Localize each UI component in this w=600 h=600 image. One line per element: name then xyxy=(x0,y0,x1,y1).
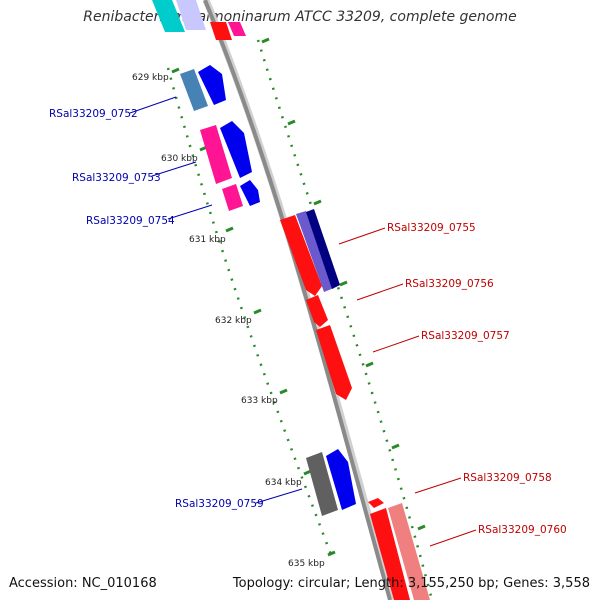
gene-arrow-0754a[interactable] xyxy=(222,184,243,211)
gene-arrow-0755-red[interactable] xyxy=(280,215,322,296)
gene-arrow-red-partial[interactable] xyxy=(210,22,232,40)
tick-label-635: 635 kbp xyxy=(288,559,325,569)
leader-0755 xyxy=(338,227,386,245)
gene-arrow-0753a[interactable] xyxy=(200,125,232,184)
major-tick xyxy=(313,199,322,206)
genome-summary-text: Topology: circular; Length: 3,155,250 bp… xyxy=(232,576,590,591)
major-tick xyxy=(171,67,180,74)
leader-0756 xyxy=(356,283,404,301)
major-tick xyxy=(287,119,296,126)
gene-label-0755[interactable]: RSal33209_0755 xyxy=(387,222,476,234)
tick-label-630: 630 kbp xyxy=(161,154,198,164)
outer-tick-rail xyxy=(256,39,434,600)
gene-arrow-0759-gray[interactable] xyxy=(306,452,338,516)
genome-backbone xyxy=(203,0,392,600)
gene-arrow-pink-partial[interactable] xyxy=(228,22,246,36)
gene-arrow-0760-red[interactable] xyxy=(370,508,410,600)
leader-0754 xyxy=(167,204,213,220)
gene-arrow-0752b[interactable] xyxy=(198,65,226,105)
leader-0760 xyxy=(429,529,477,547)
major-tick xyxy=(365,361,374,368)
gene-arrow-0752a[interactable] xyxy=(180,69,208,111)
gene-label-0756[interactable]: RSal33209_0756 xyxy=(405,278,494,290)
tick-label-633: 633 kbp xyxy=(241,396,278,406)
gene-features xyxy=(152,0,430,600)
major-tick xyxy=(417,524,426,531)
gene-label-0754[interactable]: RSal33209_0754 xyxy=(86,215,175,227)
gene-arrow-0754b[interactable] xyxy=(240,180,260,206)
major-tick xyxy=(279,388,288,395)
gene-labels: RSal33209_0752 RSal33209_0753 RSal33209_… xyxy=(49,108,567,536)
gene-label-0753[interactable]: RSal33209_0753 xyxy=(72,172,161,184)
gene-label-0758[interactable]: RSal33209_0758 xyxy=(463,472,552,484)
leader-0758 xyxy=(414,477,462,494)
tick-label-632: 632 kbp xyxy=(215,316,252,326)
major-tick xyxy=(327,550,336,557)
major-tick xyxy=(225,226,234,233)
major-tick xyxy=(391,443,400,450)
major-tick xyxy=(261,37,270,44)
gene-arrow-0758[interactable] xyxy=(368,498,384,508)
gene-label-0757[interactable]: RSal33209_0757 xyxy=(421,330,510,342)
gene-label-0759[interactable]: RSal33209_0759 xyxy=(175,498,264,510)
leader-0757 xyxy=(372,335,420,353)
gene-label-0760[interactable]: RSal33209_0760 xyxy=(478,524,567,536)
leader-0759 xyxy=(255,488,303,504)
gene-arrow-0755-navy[interactable] xyxy=(306,209,340,289)
label-leader-lines xyxy=(129,96,477,547)
major-tick xyxy=(339,280,348,287)
inner-tick-rail xyxy=(166,67,335,561)
accession-text: Accession: NC_010168 xyxy=(9,576,157,591)
gene-arrow-0760-salmon[interactable] xyxy=(388,503,430,600)
gene-arrow-0755-lavender[interactable] xyxy=(296,211,334,292)
tick-labels: 629 kbp 630 kbp 631 kbp 632 kbp 633 kbp … xyxy=(132,73,325,569)
leader-0752 xyxy=(129,96,177,114)
tick-label-631: 631 kbp xyxy=(189,235,226,245)
gene-label-0752[interactable]: RSal33209_0752 xyxy=(49,108,138,120)
major-ticks xyxy=(171,37,426,557)
major-tick xyxy=(253,308,262,315)
gene-arrow-0753b[interactable] xyxy=(220,121,252,178)
gene-arrow-0756[interactable] xyxy=(306,295,328,327)
tick-label-634: 634 kbp xyxy=(265,478,302,488)
gene-arrow-0759-blue[interactable] xyxy=(326,449,356,510)
tick-label-629: 629 kbp xyxy=(132,73,169,83)
gene-arrow-0757[interactable] xyxy=(316,325,352,400)
leader-0753 xyxy=(151,161,197,177)
gene-arrow-cyan-partial[interactable] xyxy=(152,0,185,32)
gene-arrow-pale-partial[interactable] xyxy=(176,0,206,30)
